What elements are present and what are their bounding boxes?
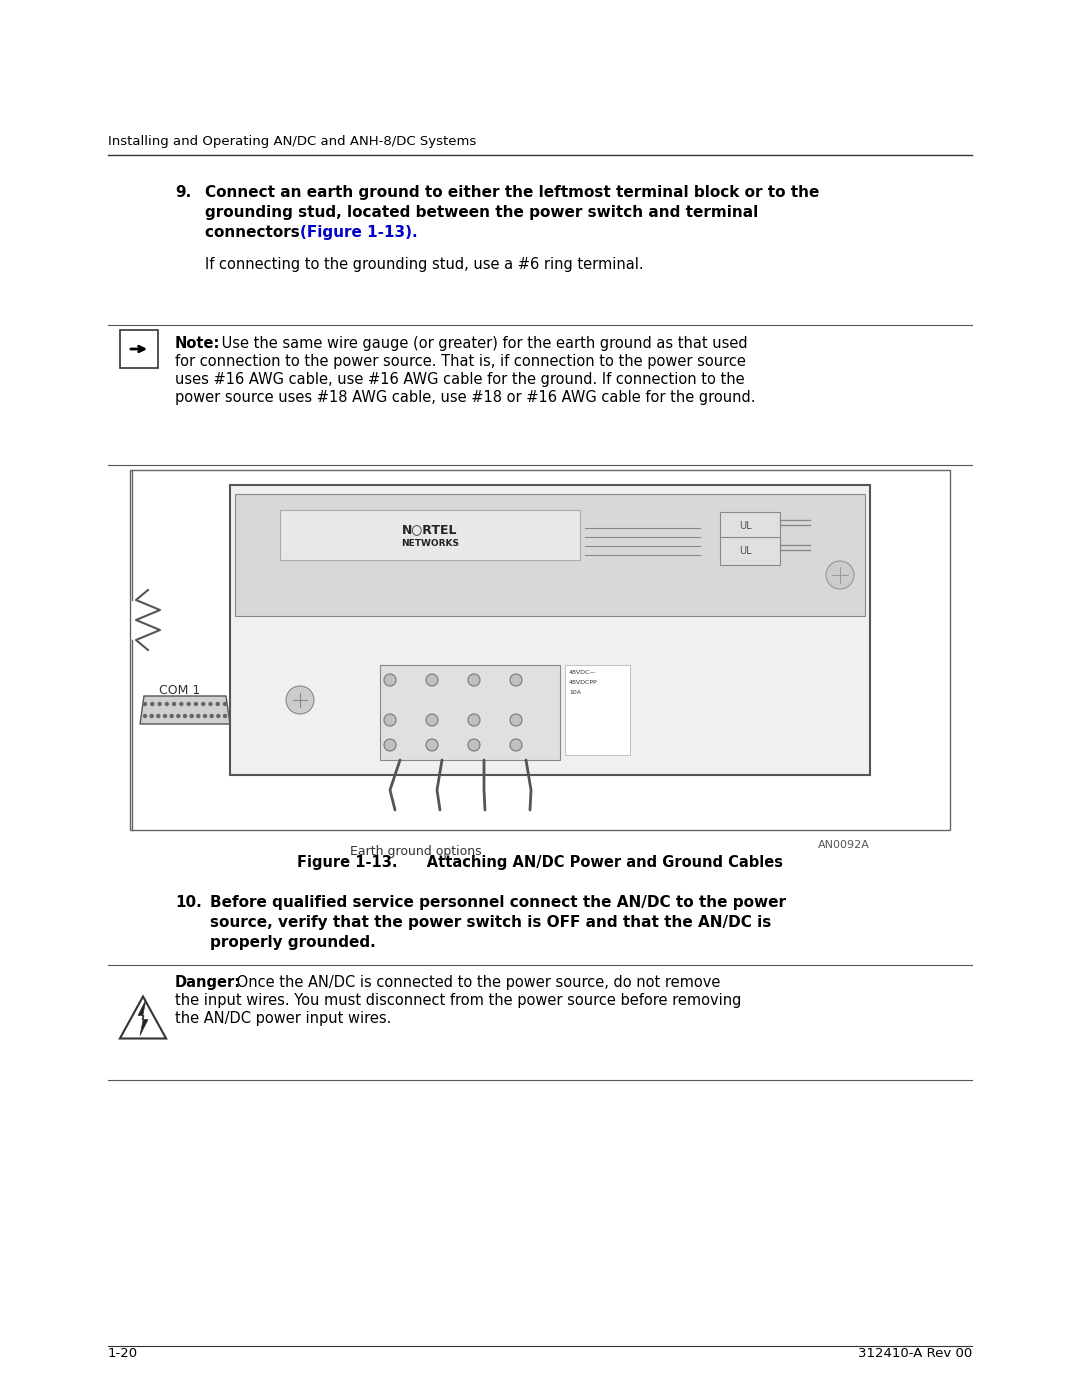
Text: COM 1: COM 1: [160, 683, 201, 697]
Text: Use the same wire gauge (or greater) for the earth ground as that used: Use the same wire gauge (or greater) for…: [217, 337, 747, 351]
Text: Installing and Operating AN/DC and ANH-8/DC Systems: Installing and Operating AN/DC and ANH-8…: [108, 136, 476, 148]
Text: Once the AN/DC is connected to the power source, do not remove: Once the AN/DC is connected to the power…: [232, 975, 720, 990]
Circle shape: [144, 703, 147, 705]
Circle shape: [150, 714, 153, 718]
Circle shape: [510, 673, 522, 686]
Polygon shape: [140, 696, 230, 724]
Circle shape: [216, 703, 219, 705]
Circle shape: [217, 714, 220, 718]
Text: Danger:: Danger:: [175, 975, 241, 990]
Circle shape: [468, 714, 480, 726]
Circle shape: [468, 739, 480, 752]
Text: 10A: 10A: [569, 690, 581, 694]
Text: Connect an earth ground to either the leftmost terminal block or to the: Connect an earth ground to either the le…: [205, 184, 820, 200]
Text: 10.: 10.: [175, 895, 202, 909]
Circle shape: [184, 714, 187, 718]
Circle shape: [426, 739, 438, 752]
Circle shape: [202, 703, 205, 705]
Circle shape: [163, 714, 166, 718]
Circle shape: [208, 703, 212, 705]
Text: N○RTEL: N○RTEL: [402, 524, 458, 536]
Circle shape: [286, 686, 314, 714]
Bar: [280, 510, 580, 560]
Text: Figure 1-13.  Attaching AN/DC Power and Ground Cables: Figure 1-13. Attaching AN/DC Power and G…: [297, 855, 783, 870]
Bar: [235, 493, 865, 616]
Text: the AN/DC power input wires.: the AN/DC power input wires.: [175, 1011, 391, 1025]
Circle shape: [180, 703, 183, 705]
Text: power source uses #18 AWG cable, use #18 or #16 AWG cable for the ground.: power source uses #18 AWG cable, use #18…: [175, 390, 756, 405]
Circle shape: [165, 703, 168, 705]
Circle shape: [151, 703, 153, 705]
Text: source, verify that the power switch is OFF and that the AN/DC is: source, verify that the power switch is …: [210, 915, 771, 930]
Text: Before qualified service personnel connect the AN/DC to the power: Before qualified service personnel conne…: [210, 895, 786, 909]
Text: the input wires. You must disconnect from the power source before removing: the input wires. You must disconnect fro…: [175, 993, 741, 1009]
Text: 48VDCPP: 48VDCPP: [569, 680, 597, 685]
Circle shape: [224, 703, 227, 705]
Polygon shape: [120, 996, 166, 1038]
Circle shape: [157, 714, 160, 718]
Circle shape: [384, 739, 396, 752]
Text: NETWORKS: NETWORKS: [401, 538, 459, 548]
Bar: [120, 330, 158, 367]
Bar: [720, 511, 780, 541]
Circle shape: [468, 673, 480, 686]
Circle shape: [426, 714, 438, 726]
Circle shape: [826, 562, 854, 590]
Text: (Figure 1-13).: (Figure 1-13).: [300, 225, 418, 240]
Circle shape: [187, 703, 190, 705]
Text: 312410-A Rev 00: 312410-A Rev 00: [858, 1347, 972, 1361]
Circle shape: [158, 703, 161, 705]
Circle shape: [510, 739, 522, 752]
Text: 48VDC—: 48VDC—: [569, 671, 596, 675]
Text: properly grounded.: properly grounded.: [210, 935, 376, 950]
Circle shape: [177, 714, 180, 718]
Circle shape: [171, 714, 173, 718]
Circle shape: [203, 714, 206, 718]
Text: connectors: connectors: [205, 225, 305, 240]
Text: uses #16 AWG cable, use #16 AWG cable for the ground. If connection to the: uses #16 AWG cable, use #16 AWG cable fo…: [175, 372, 744, 387]
Circle shape: [173, 703, 176, 705]
Text: AN0092A: AN0092A: [819, 840, 870, 849]
Text: Note:: Note:: [175, 337, 220, 351]
Circle shape: [194, 703, 198, 705]
Circle shape: [224, 714, 227, 718]
Bar: [130, 469, 950, 830]
Bar: [380, 665, 561, 760]
Text: UL: UL: [739, 521, 752, 531]
Circle shape: [197, 714, 200, 718]
Polygon shape: [138, 999, 148, 1035]
Circle shape: [510, 714, 522, 726]
Text: If connecting to the grounding stud, use a #6 ring terminal.: If connecting to the grounding stud, use…: [205, 257, 644, 272]
Circle shape: [190, 714, 193, 718]
Bar: [720, 536, 780, 564]
Bar: [565, 665, 630, 754]
Circle shape: [384, 714, 396, 726]
Circle shape: [211, 714, 213, 718]
Text: grounding stud, located between the power switch and terminal: grounding stud, located between the powe…: [205, 205, 758, 219]
Circle shape: [384, 673, 396, 686]
Text: for connection to the power source. That is, if connection to the power source: for connection to the power source. That…: [175, 353, 746, 369]
Text: 1-20: 1-20: [108, 1347, 138, 1361]
Bar: [230, 485, 870, 775]
Text: UL: UL: [739, 546, 752, 556]
Circle shape: [144, 714, 147, 718]
Text: Earth ground options: Earth ground options: [350, 845, 482, 858]
Text: 9.: 9.: [175, 184, 191, 200]
Circle shape: [426, 673, 438, 686]
